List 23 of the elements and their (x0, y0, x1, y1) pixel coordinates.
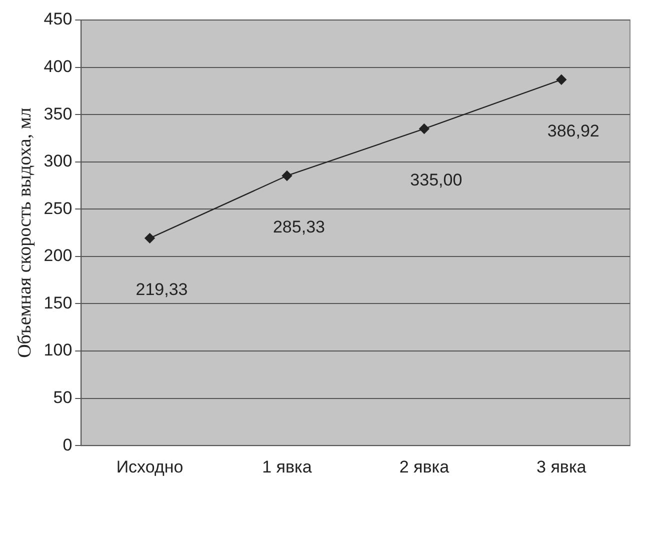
y-tick-label: 100 (44, 340, 72, 360)
y-tick-label: 350 (44, 104, 72, 124)
x-tick-label: 3 явка (536, 457, 587, 476)
point (144, 233, 155, 244)
x-tick-label: 2 явка (399, 457, 450, 476)
x-tick-label: Исходно (116, 457, 184, 476)
y-tick-label: 150 (44, 293, 72, 312)
point (419, 124, 430, 134)
data-label: 386,92 (547, 121, 600, 140)
y-tick-label: 450 (44, 10, 72, 29)
y-tick-label: 400 (44, 56, 72, 76)
y-axis-title: Объемная скорость выдоха, мл (14, 107, 36, 358)
point (556, 74, 566, 85)
y-tick-label: 0 (62, 435, 72, 454)
data-label: 335,00 (410, 170, 462, 190)
y-tick-label: 300 (44, 152, 72, 171)
point (282, 170, 292, 181)
x-tick-label: 1 явка (262, 457, 312, 476)
data-label: 285,33 (272, 217, 325, 236)
y-tick-label: 200 (44, 246, 72, 266)
y-tick-label: 250 (44, 198, 72, 218)
data-label: 219,33 (136, 280, 188, 299)
y-tick-label: 50 (53, 388, 72, 407)
